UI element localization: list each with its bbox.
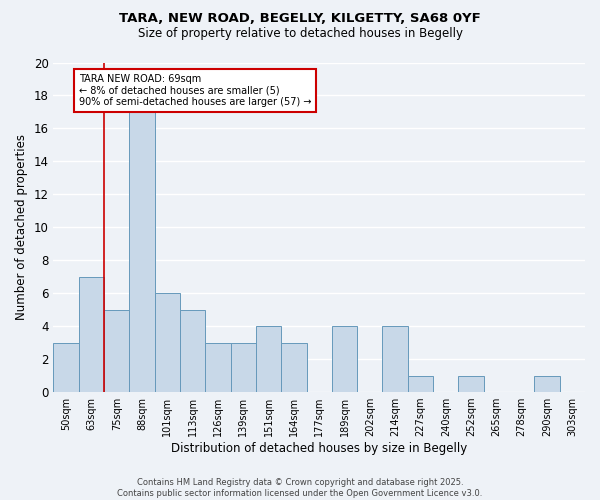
Bar — [382, 326, 408, 392]
Bar — [408, 376, 433, 392]
Bar — [332, 326, 357, 392]
Bar — [53, 342, 79, 392]
Text: TARA, NEW ROAD, BEGELLY, KILGETTY, SA68 0YF: TARA, NEW ROAD, BEGELLY, KILGETTY, SA68 … — [119, 12, 481, 26]
Bar — [155, 293, 180, 392]
Bar — [535, 376, 560, 392]
Text: TARA NEW ROAD: 69sqm
← 8% of detached houses are smaller (5)
90% of semi-detache: TARA NEW ROAD: 69sqm ← 8% of detached ho… — [79, 74, 311, 107]
Bar — [130, 112, 155, 392]
Bar — [180, 310, 205, 392]
Bar — [79, 276, 104, 392]
Text: Contains HM Land Registry data © Crown copyright and database right 2025.
Contai: Contains HM Land Registry data © Crown c… — [118, 478, 482, 498]
Text: Size of property relative to detached houses in Begelly: Size of property relative to detached ho… — [137, 28, 463, 40]
Bar — [256, 326, 281, 392]
Bar — [230, 342, 256, 392]
X-axis label: Distribution of detached houses by size in Begelly: Distribution of detached houses by size … — [171, 442, 467, 455]
Bar — [104, 310, 130, 392]
Bar — [205, 342, 230, 392]
Y-axis label: Number of detached properties: Number of detached properties — [15, 134, 28, 320]
Bar — [281, 342, 307, 392]
Bar — [458, 376, 484, 392]
